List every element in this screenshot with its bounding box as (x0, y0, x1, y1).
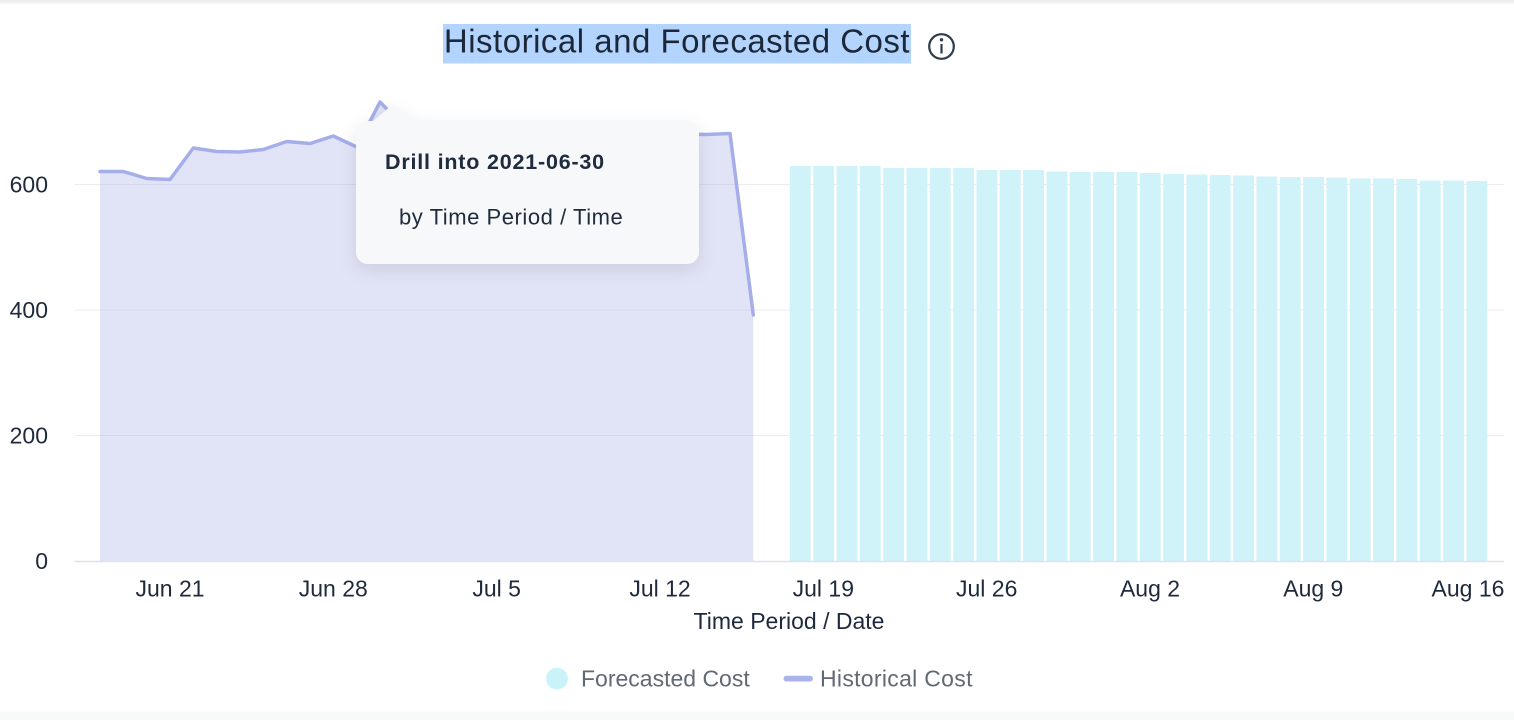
svg-text:0: 0 (35, 548, 48, 574)
svg-text:by Time Period / Time: by Time Period / Time (399, 204, 623, 229)
svg-text:200: 200 (10, 423, 48, 449)
svg-text:Forecasted Cost: Forecasted Cost (581, 666, 750, 692)
svg-text:Aug 2: Aug 2 (1120, 576, 1180, 602)
svg-text:600: 600 (10, 172, 48, 198)
svg-text:Historical and Forecasted Cost: Historical and Forecasted Cost (444, 23, 910, 60)
svg-text:Aug 9: Aug 9 (1283, 576, 1343, 602)
svg-text:Jul 26: Jul 26 (956, 576, 1017, 602)
svg-text:Jul 12: Jul 12 (629, 576, 690, 602)
svg-text:Historical Cost: Historical Cost (820, 666, 973, 692)
svg-text:Jun 28: Jun 28 (299, 576, 368, 602)
svg-text:Drill into 2021-06-30: Drill into 2021-06-30 (385, 150, 605, 174)
svg-text:Jun 21: Jun 21 (135, 576, 204, 602)
svg-text:400: 400 (10, 297, 48, 323)
svg-text:Time Period / Date: Time Period / Date (694, 608, 885, 634)
svg-text:Jul 5: Jul 5 (472, 576, 521, 602)
svg-text:Aug 16: Aug 16 (1432, 576, 1505, 602)
svg-text:Jul 19: Jul 19 (793, 576, 854, 602)
